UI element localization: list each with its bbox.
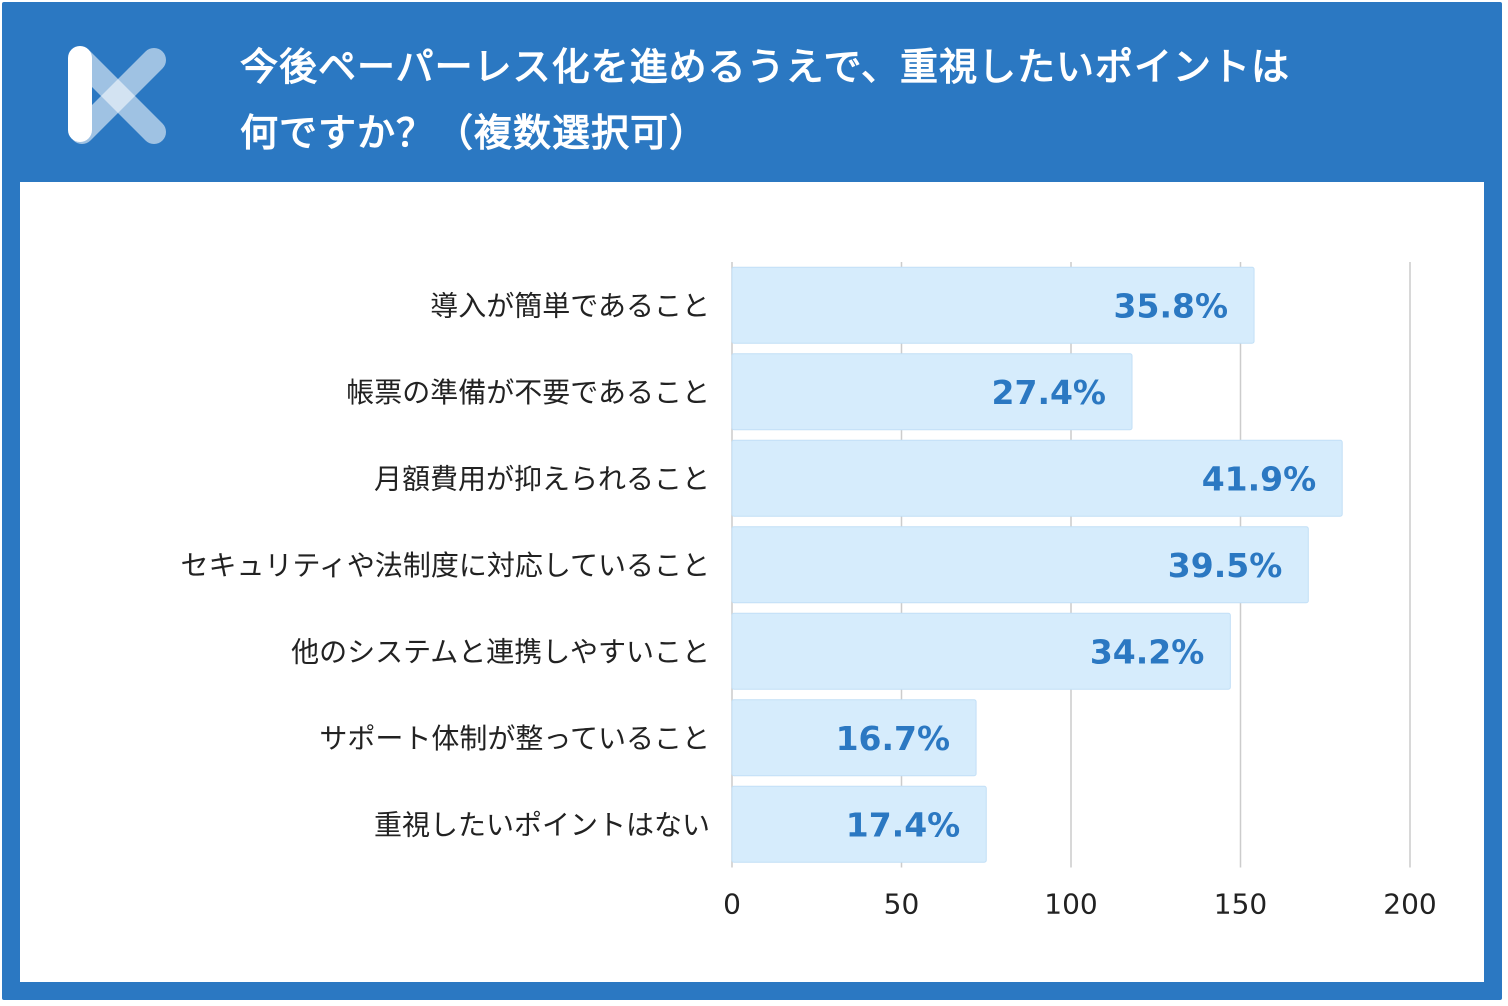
- value-label: 17.4%: [846, 805, 961, 844]
- value-label: 34.2%: [1090, 632, 1205, 671]
- bar: [731, 439, 1343, 517]
- category-labels: 導入が簡単であること帳票の準備が不要であること月額費用が抑えられることセキュリテ…: [181, 289, 710, 841]
- category-label: 月額費用が抑えられること: [374, 462, 710, 495]
- value-label: 27.4%: [992, 373, 1107, 412]
- bars: [731, 266, 1343, 863]
- x-tick-label: 0: [723, 888, 741, 921]
- x-tick-label: 50: [884, 888, 920, 921]
- bar: [731, 353, 1133, 431]
- category-label: 重視したいポイントはない: [374, 808, 710, 841]
- bar: [731, 266, 1255, 344]
- x-tick-label: 100: [1044, 888, 1097, 921]
- bar: [731, 785, 987, 863]
- chart-title-line-2: 何ですか？（複数選択可）: [240, 111, 709, 155]
- category-label: 帳票の準備が不要であること: [346, 376, 710, 409]
- value-label: 16.7%: [836, 719, 951, 758]
- category-label: 他のシステムと連携しやすいこと: [291, 635, 710, 668]
- category-label: サポート体制が整っていること: [319, 722, 710, 755]
- x-tick-label: 150: [1214, 888, 1267, 921]
- bar-chart: 導入が簡単であること帳票の準備が不要であること月額費用が抑えられることセキュリテ…: [181, 262, 1437, 921]
- chart-title-line-1: 今後ペーパーレス化を進めるうえで、重視したいポイントは: [240, 45, 1290, 89]
- value-label: 39.5%: [1168, 546, 1283, 585]
- category-label: 導入が簡単であること: [430, 289, 710, 322]
- bar: [731, 699, 977, 777]
- bar: [731, 612, 1231, 690]
- value-label: 41.9%: [1202, 459, 1317, 498]
- category-label: セキュリティや法制度に対応していること: [181, 549, 710, 582]
- value-labels: 35.8% 27.4% 41.9% 39.5% 34.2% 16.7% 17.4%: [836, 286, 1317, 844]
- x-tick-label: 200: [1383, 888, 1436, 921]
- value-label: 35.8%: [1114, 286, 1229, 325]
- bar: [731, 526, 1309, 604]
- x-axis-ticks: 0 50 100 150 200: [723, 888, 1437, 921]
- chart-title: 今後ペーパーレス化を進めるうえで、重視したいポイントは 何ですか？（複数選択可）: [240, 34, 1470, 166]
- chart-panel: 導入が簡単であること帳票の準備が不要であること月額費用が抑えられることセキュリテ…: [20, 182, 1484, 982]
- x-logo-icon: [68, 46, 166, 144]
